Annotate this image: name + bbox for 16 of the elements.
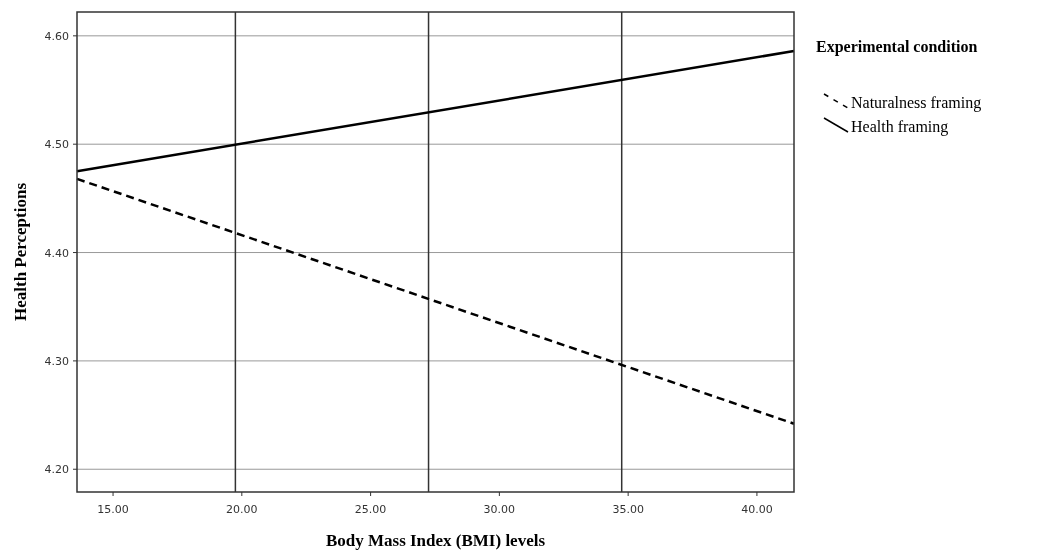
y-axis-title: Health Perceptions xyxy=(11,182,30,322)
x-tick-label: 40.00 xyxy=(741,503,773,516)
y-tick-label: 4.20 xyxy=(44,463,69,477)
y-tick-label: 4.60 xyxy=(44,29,69,43)
y-tick-label: 4.50 xyxy=(44,138,69,152)
x-tick-label: 35.00 xyxy=(612,503,644,516)
y-tick-label: 4.40 xyxy=(44,246,69,260)
legend-label: Health framing xyxy=(851,118,949,136)
legend-label: Naturalness framing xyxy=(851,94,982,112)
x-tick-label: 30.00 xyxy=(483,503,516,516)
x-tick-label: 15.00 xyxy=(97,503,129,516)
x-tick-label: 25.00 xyxy=(354,503,387,516)
x-tick-label: 20.00 xyxy=(226,503,258,516)
legend-title: Experimental condition xyxy=(816,38,978,56)
x-axis-title: Body Mass Index (BMI) levels xyxy=(325,531,546,550)
y-tick-label: 4.30 xyxy=(44,354,69,368)
